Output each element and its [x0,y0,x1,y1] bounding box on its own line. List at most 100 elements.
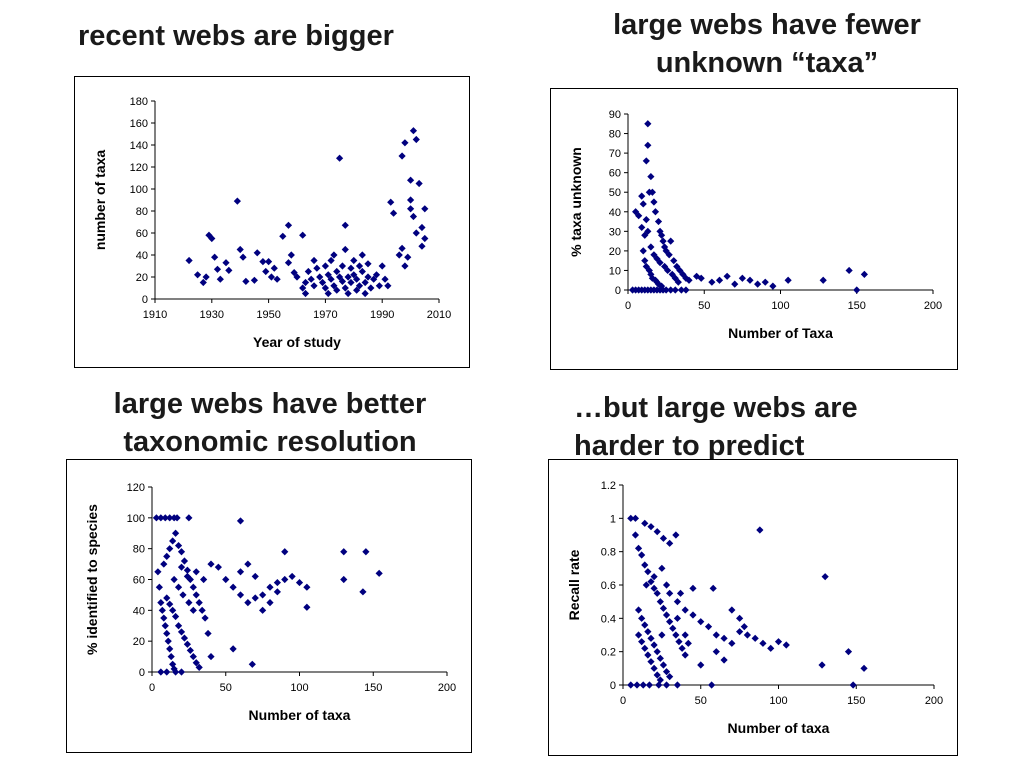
data-point [642,157,650,165]
data-point [642,216,650,224]
data-point [818,661,826,669]
data-point [653,528,661,536]
data-point [860,270,868,278]
data-point [381,275,389,283]
y-tick-label: 100 [127,513,145,525]
data-point [340,548,348,556]
data-point [177,668,186,676]
data-point [303,583,311,591]
heading-line: harder to predict [574,430,805,462]
data-point [731,280,739,288]
data-point [821,573,829,581]
data-point [211,253,219,261]
data-point [265,258,273,266]
chart-svg: 0 20 40 60 80 100 120 0 50 100 150 200 Number of tax… [84,482,456,723]
data-point [244,599,252,607]
x-tick-label: 1910 [143,309,167,321]
data-point [667,286,675,294]
data-point [659,604,668,612]
data-point [655,681,663,689]
data-point [179,591,187,599]
x-tick-label: 200 [925,695,943,707]
y-tick-label: 80 [136,206,148,218]
data-point [324,271,332,279]
data-point [738,274,746,282]
data-point [347,278,355,287]
data-point [248,660,256,668]
data-point [192,659,200,667]
data-point [229,583,237,591]
x-tick-label: 0 [625,300,631,312]
data-point [754,280,762,288]
data-point [316,273,324,281]
y-tick-label: 0.2 [601,647,616,659]
data-point [341,284,349,292]
data-point [641,561,649,569]
data-point [321,262,329,270]
data-point [819,276,827,284]
data-point [678,644,686,652]
data-point [214,563,222,571]
data-point [338,262,347,270]
data-point [708,681,716,689]
data-point [213,265,222,273]
data-point [344,289,352,298]
data-point [189,583,197,591]
data-point [641,257,649,265]
data-point [372,271,381,279]
data-point [645,681,654,689]
data-point [362,548,370,556]
data-point [195,599,203,607]
data-point [186,646,194,655]
data-point [353,286,361,294]
data-point [273,588,281,596]
heading-fewer-unknown: large webs have fewer unknown “taxa” [572,6,962,82]
data-point [295,578,304,587]
data-point [845,266,853,275]
y-tick-label: 0 [142,294,148,306]
data-point [166,545,174,553]
data-point [638,638,646,646]
data-point [740,623,748,631]
data-point [207,652,215,661]
data-point [642,581,650,589]
heading-line: large webs have better [113,388,427,420]
data-point [638,614,646,622]
data-point [704,623,713,631]
y-tick-label: 120 [130,162,148,174]
data-point [634,544,643,552]
data-point [759,639,767,647]
data-point [670,257,678,265]
data-point [720,634,728,642]
x-tick-label: 150 [847,695,865,707]
data-point [192,591,200,599]
data-point [743,631,751,639]
data-point [638,551,646,559]
data-point [638,223,646,232]
data-point [407,176,415,184]
data-point [708,278,716,286]
data-point [644,651,652,659]
data-point [336,273,344,281]
data-point [281,548,289,556]
y-tick-label: 0 [615,285,621,297]
data-point [746,276,754,284]
data-point [651,208,660,216]
data-point [644,227,652,235]
data-point [189,652,197,661]
data-point [412,229,420,237]
data-point [418,223,426,232]
data-point [310,256,318,265]
data-point [324,289,332,298]
data-point [233,197,241,205]
y-tick-label: 80 [133,544,145,556]
data-point [375,282,383,290]
heading-line: recent webs are bigger [78,20,394,52]
data-point [641,621,649,629]
data-point [634,606,643,614]
x-tick-label: 0 [149,682,155,694]
data-point [728,639,736,647]
data-point [677,286,685,294]
y-tick-label: 60 [609,168,621,180]
data-point [650,198,658,206]
